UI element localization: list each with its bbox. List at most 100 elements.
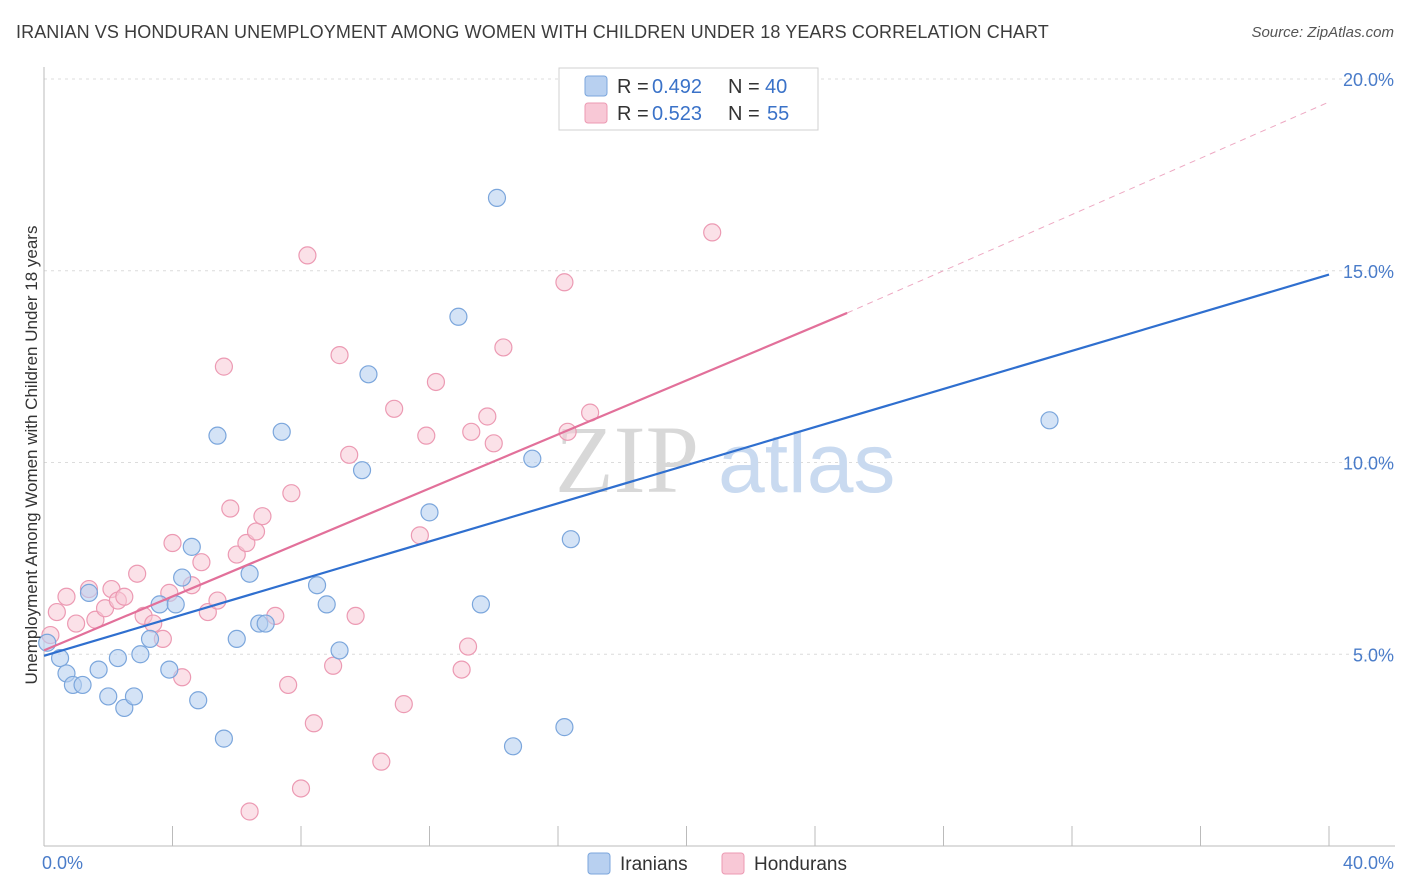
iranian-point: [272, 422, 291, 441]
iranian-point: [471, 595, 490, 614]
x-tick-label: 0.0%: [42, 853, 83, 873]
iranian-point: [1040, 411, 1059, 430]
hondurans-trend-extension: [846, 101, 1330, 314]
iranian-point: [227, 629, 246, 649]
iranians-r-label: R =: [617, 76, 649, 98]
data-points: [38, 188, 1330, 821]
honduran-point: [214, 357, 233, 376]
legend-hondurans-swatch: [721, 852, 745, 875]
honduran-point: [291, 779, 311, 798]
iranian-point: [240, 564, 259, 583]
grid-lines: [44, 78, 1395, 655]
honduran-point: [240, 802, 259, 821]
honduran-point: [47, 602, 66, 622]
hondurans-swatch: [584, 102, 608, 124]
iranians-r-value: 0.492: [652, 76, 702, 98]
iranian-point: [420, 503, 439, 522]
iranian-point: [131, 645, 150, 664]
iranian-point: [50, 648, 70, 668]
series-legend: Iranians Hondurans: [587, 852, 847, 875]
honduran-point: [462, 422, 481, 441]
honduran-point: [703, 223, 722, 242]
iranian-point: [555, 718, 574, 737]
honduran-point: [115, 587, 134, 606]
legend-iranians-label: Iranians: [620, 854, 688, 875]
iranian-point: [108, 648, 127, 668]
iranian-point: [487, 188, 507, 207]
iranian-point: [503, 737, 523, 756]
honduran-point: [304, 714, 323, 733]
honduran-point: [426, 372, 446, 392]
honduran-point: [128, 564, 147, 583]
honduran-point: [394, 695, 413, 714]
watermark-atlas: atlas: [718, 416, 895, 510]
iranian-point: [359, 365, 378, 384]
iranian-point: [89, 660, 108, 679]
watermark-zip: ZIP: [555, 406, 699, 513]
y-tick-label: 20.0%: [1343, 70, 1394, 90]
honduran-point: [279, 675, 298, 695]
honduran-point: [417, 426, 436, 445]
iranian-point: [182, 537, 201, 556]
iranian-point: [124, 687, 144, 706]
chart-title: IRANIAN VS HONDURAN UNEMPLOYMENT AMONG W…: [16, 22, 1049, 42]
iranian-point: [189, 691, 208, 710]
axes: [43, 67, 1395, 847]
iranian-point: [523, 449, 542, 468]
iranian-point: [173, 568, 192, 587]
source-label: Source: ZipAtlas.com: [1251, 24, 1394, 41]
x-tick-label: 40.0%: [1343, 853, 1394, 873]
iranian-point: [73, 675, 92, 695]
iranian-point: [449, 307, 468, 326]
honduran-point: [410, 526, 429, 545]
hondurans-r-value: 0.523: [652, 103, 702, 125]
honduran-point: [282, 484, 301, 503]
honduran-point: [458, 637, 478, 656]
hondurans-r-label: R =: [617, 103, 649, 125]
iranian-point: [140, 629, 160, 649]
tick-labels: 5.0% 10.0% 15.0% 20.0% 0.0% 40.0%: [42, 70, 1394, 873]
honduran-point: [67, 614, 86, 633]
honduran-point: [494, 338, 513, 357]
honduran-point: [324, 656, 343, 675]
honduran-point: [330, 346, 349, 365]
iranian-point: [79, 583, 99, 602]
legend-iranians-swatch: [587, 852, 611, 875]
y-axis-title: Unemployment Among Women with Children U…: [22, 226, 41, 685]
honduran-point: [346, 606, 365, 626]
honduran-point: [484, 434, 503, 453]
honduran-point: [253, 507, 272, 526]
legend-hondurans-label: Hondurans: [754, 854, 847, 875]
iranians-n-value: 40: [765, 76, 787, 98]
iranians-n-label: N =: [728, 76, 760, 98]
iranians-swatch: [584, 75, 608, 97]
iranian-point: [561, 530, 580, 549]
iranian-point: [317, 595, 336, 614]
hondurans-trend-line: [43, 311, 848, 652]
iranian-point: [352, 461, 372, 480]
honduran-point: [192, 553, 211, 572]
iranian-point: [99, 687, 118, 706]
iranians-trend-line: [43, 273, 1330, 657]
honduran-point: [246, 522, 266, 541]
honduran-point: [57, 587, 76, 606]
honduran-point: [555, 273, 574, 292]
iranian-point: [307, 576, 327, 595]
honduran-point: [340, 445, 359, 464]
trend-lines: [846, 101, 1330, 314]
honduran-point: [221, 499, 240, 518]
iranian-point: [208, 426, 227, 445]
honduran-point: [298, 246, 317, 265]
y-tick-label: 15.0%: [1343, 262, 1394, 282]
honduran-point: [372, 752, 391, 771]
honduran-point: [478, 407, 497, 426]
hondurans-n-value: 55: [767, 103, 789, 125]
iranian-point: [256, 614, 275, 633]
iranian-point: [330, 641, 349, 660]
stats-legend: R = 0.492 N = 40 R = 0.523 N = 55: [558, 67, 819, 131]
hondurans-n-label: N =: [728, 103, 760, 125]
iranian-point: [160, 660, 179, 679]
honduran-point: [452, 660, 471, 679]
honduran-point: [385, 399, 404, 418]
